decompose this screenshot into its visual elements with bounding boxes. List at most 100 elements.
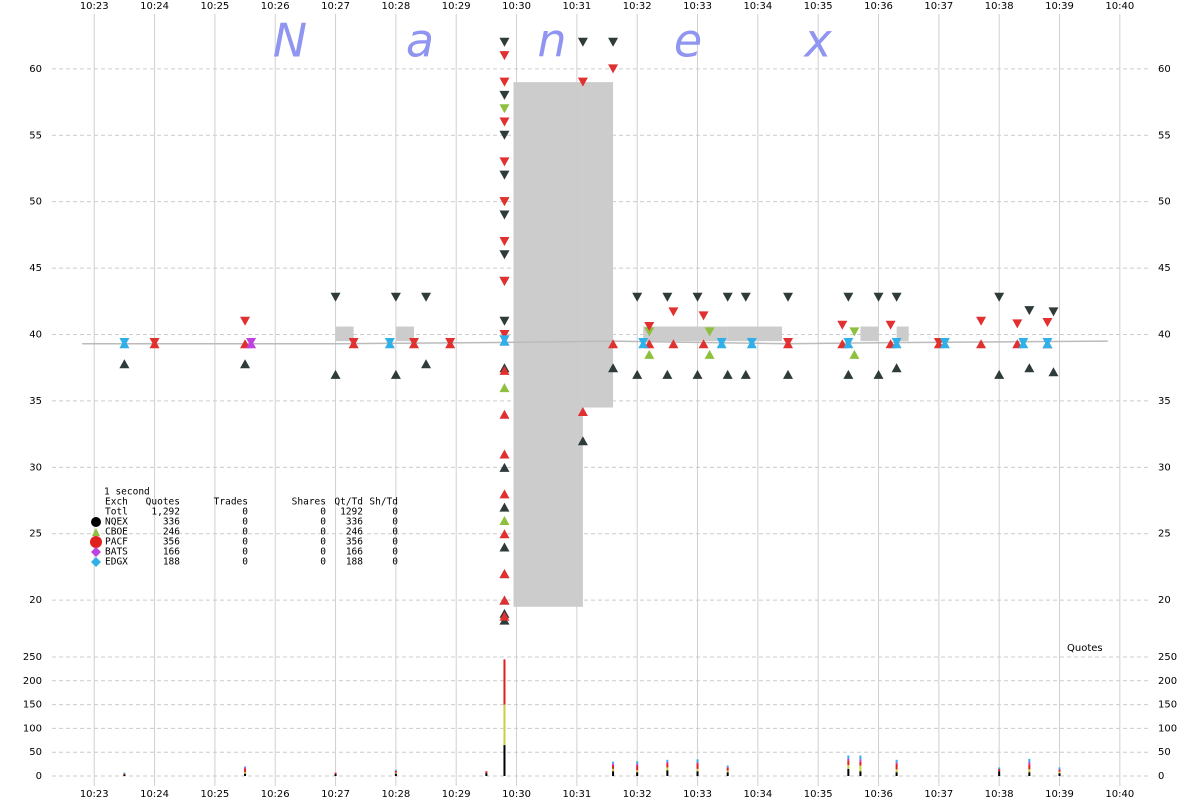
table-header: Exch (105, 497, 128, 508)
y-tick-label: 60 (1158, 64, 1171, 75)
ask-marker (698, 311, 709, 321)
y-tick-label: 55 (29, 130, 42, 141)
table-cell: 188 (163, 557, 180, 568)
ask-marker (499, 316, 510, 326)
bid-marker (891, 339, 902, 349)
bid-marker (499, 569, 510, 579)
ask-marker (608, 64, 619, 74)
x-tick-label: 10:23 (80, 1, 109, 12)
table-header: Trades (214, 497, 248, 508)
volume-bar (244, 767, 247, 769)
bid-marker (384, 339, 395, 349)
volume-bar (666, 767, 669, 771)
ask-marker (843, 292, 854, 302)
bid-marker (149, 339, 160, 349)
table-cell: 0 (320, 537, 326, 548)
x-tick-label: 10:24 (140, 789, 169, 800)
bid-marker (939, 339, 950, 349)
bid-marker (499, 595, 510, 605)
volume-bar (485, 773, 488, 776)
volume-bar (859, 765, 862, 772)
table-cell: CBOE (105, 527, 128, 538)
volume-bar (636, 770, 639, 773)
volume-bar (859, 771, 862, 776)
ask-marker (994, 292, 1005, 302)
volume-bar (895, 759, 898, 763)
bid-marker (783, 339, 794, 349)
volume-bar (394, 772, 397, 774)
spread-band (395, 326, 414, 342)
y-tick-label: 100 (23, 723, 42, 734)
watermark-letter: e (674, 14, 702, 68)
x-tick-label: 10:35 (804, 1, 833, 12)
volume-bar (1028, 758, 1031, 762)
watermark-letter: n (537, 14, 566, 68)
bid-marker (644, 349, 655, 359)
x-tick-label: 10:27 (321, 1, 350, 12)
ask-marker (499, 90, 510, 100)
bid-marker (698, 339, 709, 349)
x-tick-label: 10:38 (985, 789, 1014, 800)
volume-bar (666, 759, 669, 762)
bid-marker (843, 339, 854, 349)
ask-marker (849, 327, 860, 337)
bid-marker (577, 436, 588, 446)
table-cell: 336 (346, 517, 363, 528)
bid-marker (891, 363, 902, 373)
volume-bar (636, 763, 639, 766)
table-cell: NQEX (105, 517, 128, 528)
volume-bar (1028, 769, 1031, 773)
spread-band (513, 82, 583, 607)
table-cell: 0 (320, 517, 326, 528)
table-header: Shares (292, 497, 326, 508)
ask-marker (976, 316, 987, 326)
ask-marker (632, 292, 643, 302)
x-tick-label: 10:23 (80, 789, 109, 800)
table-cell: BATS (105, 547, 128, 558)
spread-band (582, 82, 614, 408)
bid-marker (668, 339, 679, 349)
table-cell: 246 (163, 527, 180, 538)
bid-marker (499, 462, 510, 472)
bid-marker (499, 515, 510, 525)
y-tick-label: 150 (23, 700, 42, 711)
table-cell: 0 (242, 547, 248, 558)
y-tick-label: 45 (1158, 263, 1171, 274)
ask-marker (499, 170, 510, 180)
volume-bar (696, 763, 699, 769)
ask-marker (837, 320, 848, 330)
bid-marker (722, 369, 733, 379)
ask-marker (644, 327, 655, 337)
volume-bar (636, 761, 639, 764)
ask-marker (499, 330, 510, 339)
table-cell: 188 (346, 557, 363, 568)
bid-marker (849, 349, 860, 359)
table-cell: 1,292 (151, 507, 180, 518)
table-cell: 0 (392, 547, 398, 558)
volume-bar (696, 762, 699, 764)
ask-marker (891, 292, 902, 302)
volume-bar (394, 773, 397, 776)
bid-marker (873, 369, 884, 379)
volume-bar (895, 762, 898, 764)
table-cell: 0 (242, 557, 248, 568)
volume-bar (696, 759, 699, 763)
ask-marker (1024, 306, 1035, 316)
y-tick-label: 250 (1158, 652, 1177, 663)
x-tick-label: 10:26 (261, 789, 290, 800)
table-cell: 0 (320, 547, 326, 558)
ask-marker (499, 197, 510, 207)
bid-marker (1018, 339, 1029, 349)
spread-band (896, 326, 909, 342)
bid-marker (692, 369, 703, 379)
bid-marker (608, 339, 619, 349)
y-tick-label: 35 (29, 396, 42, 407)
bid-marker (1042, 339, 1053, 349)
table-cell: 0 (320, 527, 326, 538)
volume-bar (1058, 771, 1061, 774)
volume-bar (1028, 764, 1031, 770)
y-tick-label: 0 (1158, 771, 1164, 782)
ask-marker (499, 157, 510, 167)
x-tick-label: 10:35 (804, 789, 833, 800)
y-tick-label: 40 (29, 330, 42, 341)
